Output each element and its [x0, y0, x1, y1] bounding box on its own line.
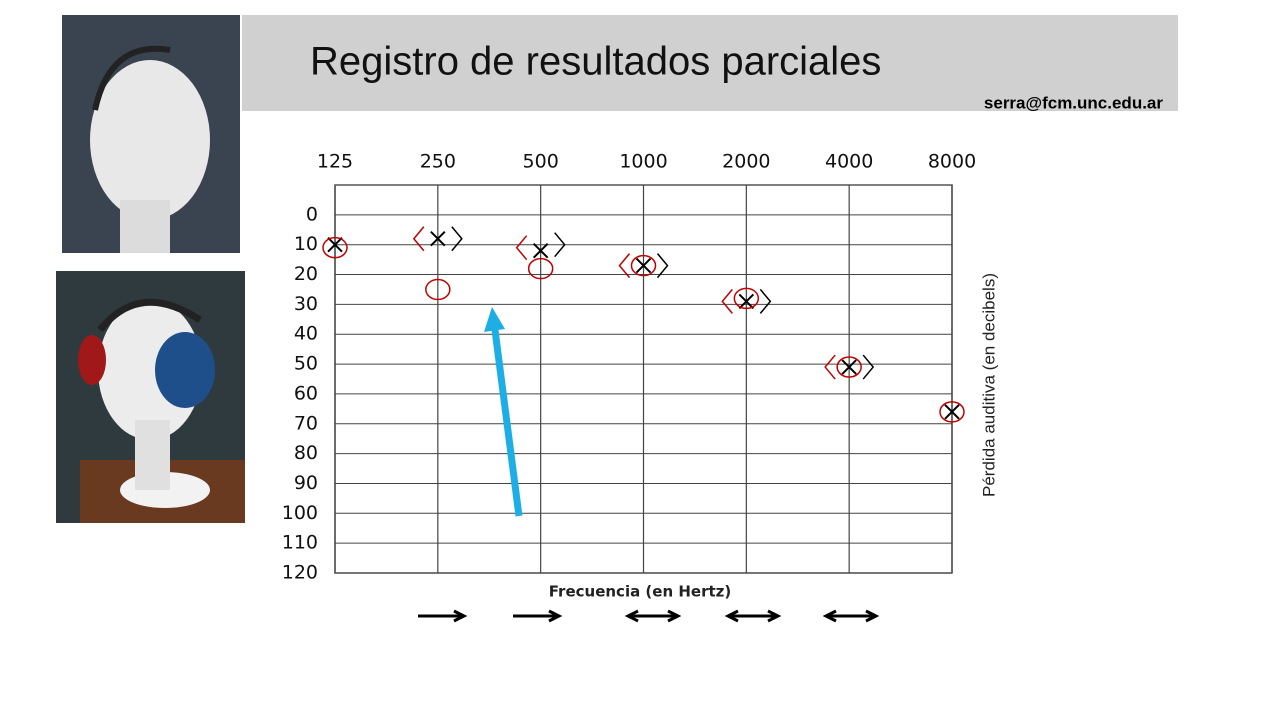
- x-tick-label: 500: [523, 151, 559, 173]
- photo-bottom: [56, 271, 245, 523]
- y-tick-label: 70: [294, 412, 318, 434]
- y-tick-label: 100: [282, 502, 318, 524]
- title-bar: [242, 15, 1178, 111]
- marker-x: [430, 231, 446, 247]
- y-tick-label: 110: [282, 532, 318, 554]
- y-tick-label: 10: [294, 233, 318, 255]
- marker-lt: [515, 235, 528, 261]
- y-tick-label: 80: [294, 442, 318, 464]
- marker-x: [841, 359, 857, 375]
- marker-x: [327, 236, 343, 253]
- marker-lt: [721, 288, 733, 314]
- marker-lt: [824, 354, 836, 380]
- marker-x: [738, 293, 755, 310]
- x-tick-label: 8000: [928, 151, 976, 173]
- x-tick-label: 125: [317, 151, 353, 173]
- marker-gt: [759, 288, 772, 314]
- y-tick-label: 40: [294, 323, 318, 345]
- marker-o: [425, 278, 451, 301]
- marker-o: [733, 287, 760, 310]
- marker-x: [532, 242, 549, 259]
- y-tick-label: 50: [294, 353, 318, 375]
- annotation-arrows: [418, 609, 880, 623]
- photo-top: [62, 15, 240, 253]
- marker-lt: [618, 253, 631, 279]
- y-tick-label: 0: [306, 203, 318, 225]
- marker-o: [836, 356, 862, 378]
- email: serra@fcm.unc.edu.ar: [984, 93, 1163, 112]
- marker-gt: [554, 232, 566, 258]
- marker-x: [635, 257, 652, 274]
- x-tick-label: 250: [420, 151, 456, 173]
- audiogram: 0 10 20 30 40 50 60 70 80 90 100 110 120 125 250 500 100…: [282, 151, 999, 601]
- y-tick-label: 90: [294, 472, 318, 494]
- marker-o: [939, 401, 965, 423]
- x-tick-label: 1000: [619, 151, 667, 173]
- marker-gt: [862, 354, 875, 380]
- marker-x: [944, 404, 960, 420]
- y-axis-label: Pérdida auditiva (en decibels): [979, 273, 998, 497]
- marker-gt: [451, 226, 463, 252]
- marker-lt: [412, 226, 425, 252]
- marker-o: [322, 236, 348, 259]
- y-tick-label: 20: [294, 263, 318, 285]
- x-axis-label: Frecuencia (en Hertz): [549, 583, 731, 601]
- highlight-arrow: [484, 307, 523, 517]
- y-tick-label: 30: [294, 293, 318, 315]
- marker-gt: [656, 253, 669, 279]
- slide-title: Registro de resultados parciales: [310, 40, 881, 84]
- marker-o: [527, 257, 554, 280]
- marker-o: [630, 254, 657, 277]
- y-tick-label: 60: [294, 382, 318, 404]
- y-tick-label: 120: [282, 562, 318, 584]
- x-tick-label: 2000: [722, 151, 770, 173]
- x-tick-label: 4000: [825, 151, 873, 173]
